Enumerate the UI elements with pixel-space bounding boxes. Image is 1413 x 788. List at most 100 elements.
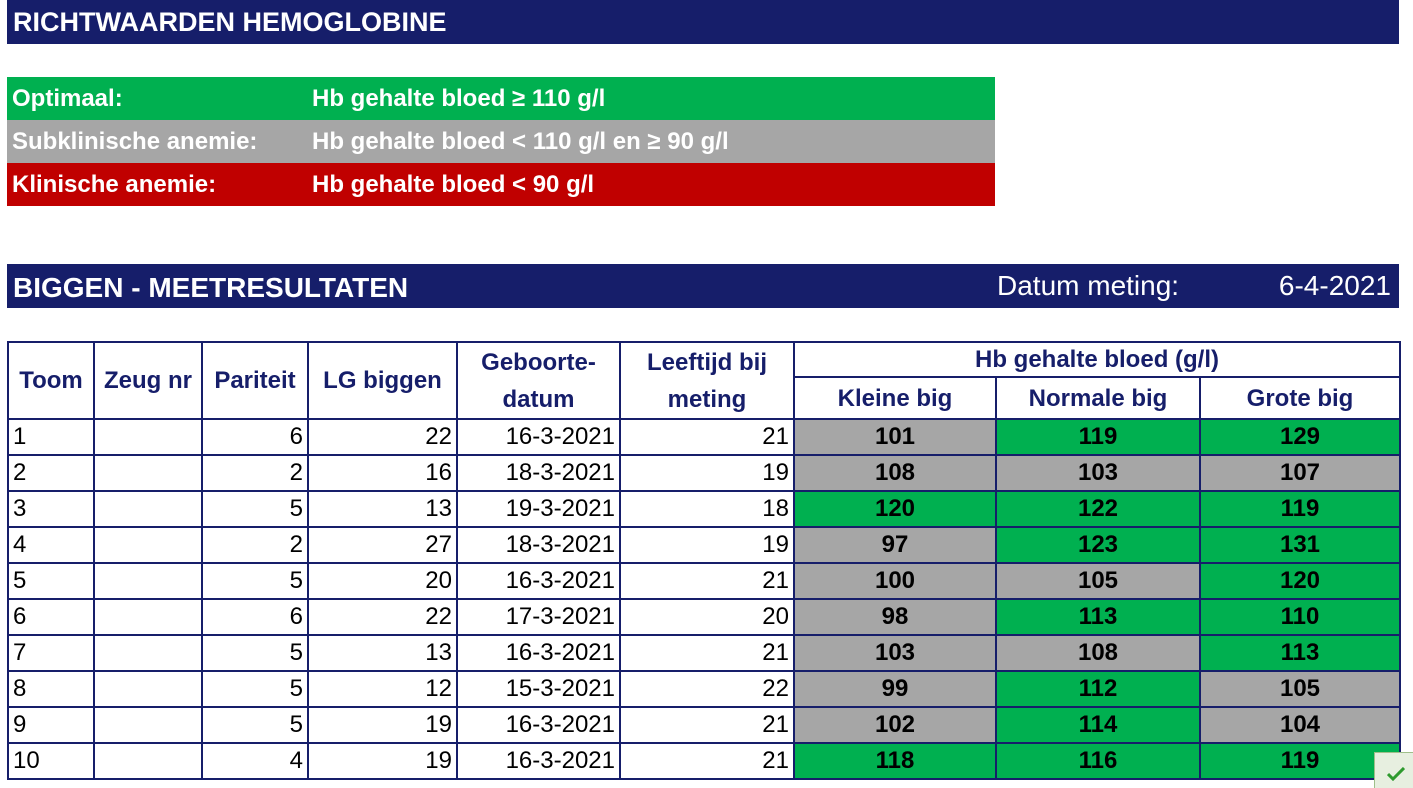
cell-hb-kleine-big[interactable]: 108: [793, 454, 997, 492]
cell-toom[interactable]: 9: [7, 706, 95, 744]
cell-pariteit[interactable]: 5: [201, 490, 309, 528]
cell-zeug-nr[interactable]: [93, 562, 203, 600]
checkmark-glyph-icon: [1387, 767, 1405, 781]
cell-leeftijd[interactable]: 20: [619, 598, 795, 636]
cell-pariteit[interactable]: 6: [201, 418, 309, 456]
cell-pariteit[interactable]: 6: [201, 598, 309, 636]
cell-geboortedatum[interactable]: 17-3-2021: [456, 598, 621, 636]
cell-hb-grote-big[interactable]: 129: [1199, 418, 1401, 456]
measurement-date-value[interactable]: 6-4-2021: [1278, 270, 1391, 301]
cell-leeftijd[interactable]: 21: [619, 418, 795, 456]
cell-lg-biggen[interactable]: 19: [307, 742, 458, 780]
cell-toom[interactable]: 8: [7, 670, 95, 708]
cell-hb-grote-big[interactable]: 119: [1199, 742, 1401, 780]
cell-zeug-nr[interactable]: [93, 490, 203, 528]
cell-hb-normale-big[interactable]: 105: [995, 562, 1201, 600]
cell-hb-grote-big[interactable]: 119: [1199, 490, 1401, 528]
table-body: 1 6 22 16-3-2021 21 101 119 129 2 2 16 18-3-2021 19 1…: [7, 418, 1401, 780]
cell-lg-biggen[interactable]: 22: [307, 418, 458, 456]
cell-toom[interactable]: 5: [7, 562, 95, 600]
cell-hb-normale-big[interactable]: 103: [995, 454, 1201, 492]
cell-pariteit[interactable]: 2: [201, 454, 309, 492]
cell-toom[interactable]: 10: [7, 742, 95, 780]
cell-hb-normale-big[interactable]: 122: [995, 490, 1201, 528]
cell-zeug-nr[interactable]: [93, 706, 203, 744]
cell-leeftijd[interactable]: 19: [619, 526, 795, 564]
cell-hb-grote-big[interactable]: 110: [1199, 598, 1401, 636]
cell-zeug-nr[interactable]: [93, 526, 203, 564]
cell-geboortedatum[interactable]: 18-3-2021: [456, 526, 621, 564]
cell-lg-biggen[interactable]: 16: [307, 454, 458, 492]
cell-hb-kleine-big[interactable]: 100: [793, 562, 997, 600]
cell-hb-kleine-big[interactable]: 102: [793, 706, 997, 744]
header-toom: Toom: [7, 341, 95, 420]
cell-lg-biggen[interactable]: 19: [307, 706, 458, 744]
cell-pariteit[interactable]: 4: [201, 742, 309, 780]
cell-lg-biggen[interactable]: 13: [307, 634, 458, 672]
header-zeug-nr: Zeug nr: [93, 341, 203, 420]
cell-hb-grote-big[interactable]: 104: [1199, 706, 1401, 744]
cell-hb-kleine-big[interactable]: 120: [793, 490, 997, 528]
cell-leeftijd[interactable]: 21: [619, 634, 795, 672]
cell-geboortedatum[interactable]: 19-3-2021: [456, 490, 621, 528]
cell-hb-grote-big[interactable]: 131: [1199, 526, 1401, 564]
cell-leeftijd[interactable]: 18: [619, 490, 795, 528]
checkmark-icon[interactable]: [1374, 752, 1413, 788]
cell-zeug-nr[interactable]: [93, 418, 203, 456]
cell-lg-biggen[interactable]: 22: [307, 598, 458, 636]
cell-zeug-nr[interactable]: [93, 634, 203, 672]
cell-pariteit[interactable]: 5: [201, 562, 309, 600]
cell-zeug-nr[interactable]: [93, 742, 203, 780]
cell-toom[interactable]: 4: [7, 526, 95, 564]
cell-geboortedatum[interactable]: 18-3-2021: [456, 454, 621, 492]
cell-toom[interactable]: 3: [7, 490, 95, 528]
cell-hb-normale-big[interactable]: 108: [995, 634, 1201, 672]
cell-hb-normale-big[interactable]: 112: [995, 670, 1201, 708]
cell-geboortedatum[interactable]: 16-3-2021: [456, 418, 621, 456]
cell-pariteit[interactable]: 5: [201, 634, 309, 672]
header-hb-group: Hb gehalte bloed (g/l): [793, 341, 1401, 378]
cell-hb-normale-big[interactable]: 119: [995, 418, 1201, 456]
cell-hb-kleine-big[interactable]: 98: [793, 598, 997, 636]
cell-hb-kleine-big[interactable]: 101: [793, 418, 997, 456]
cell-toom[interactable]: 7: [7, 634, 95, 672]
cell-hb-kleine-big[interactable]: 97: [793, 526, 997, 564]
cell-leeftijd[interactable]: 21: [619, 742, 795, 780]
cell-pariteit[interactable]: 2: [201, 526, 309, 564]
cell-geboortedatum[interactable]: 15-3-2021: [456, 670, 621, 708]
cell-pariteit[interactable]: 5: [201, 706, 309, 744]
cell-hb-grote-big[interactable]: 107: [1199, 454, 1401, 492]
cell-leeftijd[interactable]: 21: [619, 562, 795, 600]
cell-pariteit[interactable]: 5: [201, 670, 309, 708]
cell-leeftijd[interactable]: 21: [619, 706, 795, 744]
cell-geboortedatum[interactable]: 16-3-2021: [456, 562, 621, 600]
cell-geboortedatum[interactable]: 16-3-2021: [456, 706, 621, 744]
cell-hb-kleine-big[interactable]: 118: [793, 742, 997, 780]
cell-leeftijd[interactable]: 19: [619, 454, 795, 492]
cell-toom[interactable]: 6: [7, 598, 95, 636]
cell-hb-normale-big[interactable]: 114: [995, 706, 1201, 744]
cell-zeug-nr[interactable]: [93, 670, 203, 708]
cell-toom[interactable]: 1: [7, 418, 95, 456]
cell-hb-grote-big[interactable]: 105: [1199, 670, 1401, 708]
cell-hb-normale-big[interactable]: 123: [995, 526, 1201, 564]
cell-hb-grote-big[interactable]: 120: [1199, 562, 1401, 600]
cell-geboortedatum[interactable]: 16-3-2021: [456, 742, 621, 780]
legend-optimal-label: Optimaal:: [12, 85, 123, 112]
cell-zeug-nr[interactable]: [93, 598, 203, 636]
cell-geboortedatum[interactable]: 16-3-2021: [456, 634, 621, 672]
cell-lg-biggen[interactable]: 27: [307, 526, 458, 564]
cell-zeug-nr[interactable]: [93, 454, 203, 492]
cell-toom[interactable]: 2: [7, 454, 95, 492]
cell-lg-biggen[interactable]: 12: [307, 670, 458, 708]
cell-leeftijd[interactable]: 22: [619, 670, 795, 708]
results-title: BIGGEN - MEETRESULTATEN: [13, 272, 409, 303]
table-row: 4 2 27 18-3-2021 19 97 123 131: [7, 526, 1401, 564]
cell-lg-biggen[interactable]: 13: [307, 490, 458, 528]
cell-lg-biggen[interactable]: 20: [307, 562, 458, 600]
cell-hb-normale-big[interactable]: 113: [995, 598, 1201, 636]
cell-hb-kleine-big[interactable]: 103: [793, 634, 997, 672]
cell-hb-normale-big[interactable]: 116: [995, 742, 1201, 780]
cell-hb-kleine-big[interactable]: 99: [793, 670, 997, 708]
cell-hb-grote-big[interactable]: 113: [1199, 634, 1401, 672]
